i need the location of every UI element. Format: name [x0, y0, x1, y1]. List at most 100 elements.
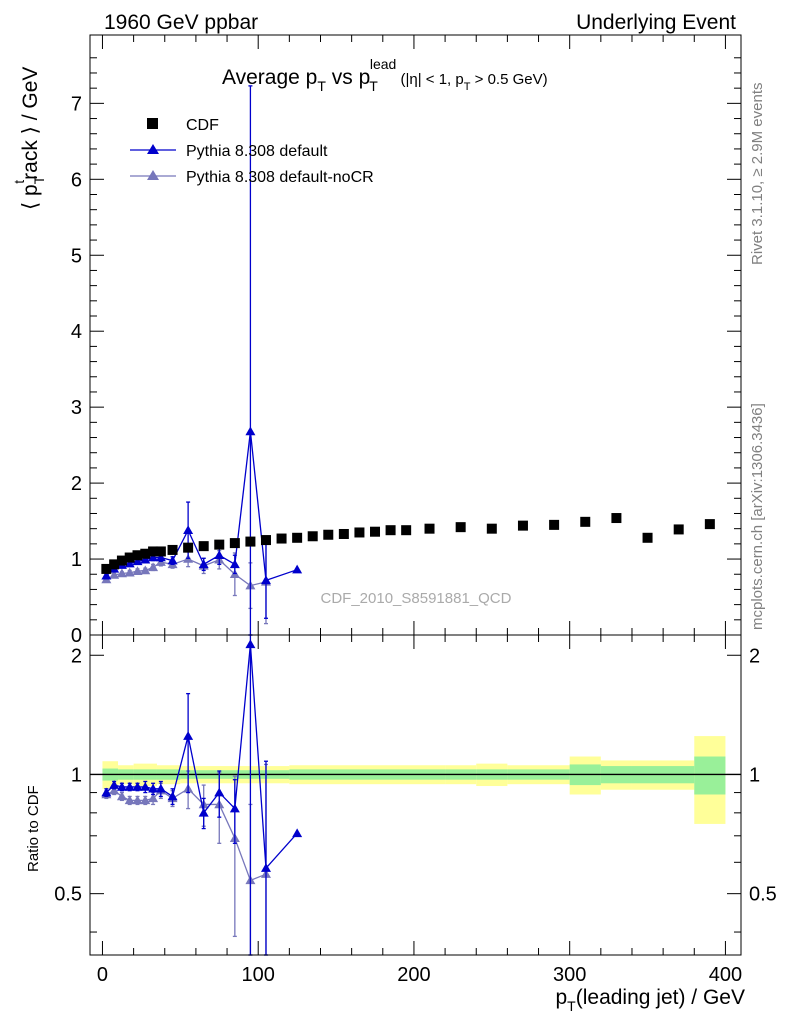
point-ratio-default — [229, 803, 240, 813]
y-tick-label-main: 1 — [71, 549, 82, 571]
point-main-cdf — [245, 536, 256, 547]
point-main-noCR — [132, 566, 143, 575]
y-tick-label-main: 2 — [71, 473, 82, 495]
legend-label-mc2: Pythia 8.308 default-noCR — [186, 169, 374, 186]
y-tick-label-ratio: 2 — [71, 645, 82, 667]
frame-ratio — [89, 634, 742, 956]
y-tick-label-main: 3 — [71, 397, 82, 419]
point-main-cdf — [338, 528, 349, 539]
point-main-default — [140, 554, 151, 564]
point-ratio-noCR — [140, 795, 151, 805]
point-ratio-noCR — [124, 795, 135, 805]
y-axis-label-ratio: Ratio to CDF — [25, 785, 42, 872]
x-tick-label: 100 — [242, 964, 275, 986]
y-axis-label-main: ⟨ pTtrack ⟩ / GeV — [11, 67, 47, 210]
point-ratio-default — [132, 781, 143, 791]
point-main-cdf — [455, 522, 466, 533]
point-main-default — [132, 556, 143, 566]
main-panel: CDF_2010_S8591881_QCD 0 1 2 3 4 5 6 7 Average p… — [11, 34, 742, 647]
band-inner — [694, 756, 726, 795]
point-main-default — [155, 552, 166, 562]
y-tick-label-ratio-right: 0.5 — [749, 884, 777, 906]
point-main-noCR — [148, 562, 159, 572]
chart-title: Average pT vs pTlead (|η| < 1, pT > 0.5 … — [222, 56, 548, 94]
point-ratio-default — [140, 781, 151, 791]
point-main-cdf — [354, 527, 365, 538]
point-ratio-default — [260, 863, 271, 872]
point-main-cdf — [486, 523, 497, 534]
point-main-cdf — [323, 529, 334, 540]
y-tick-label-main: 7 — [71, 93, 82, 115]
point-ratio-default — [101, 787, 112, 797]
point-main-default — [229, 559, 240, 569]
point-ratio-default — [116, 781, 127, 791]
point-main-cdf — [109, 559, 120, 570]
point-main-noCR — [109, 570, 120, 579]
point-ratio-default — [109, 780, 120, 789]
point-ratio-default — [198, 807, 209, 817]
line-ratio-default — [105, 644, 298, 870]
point-main-cdf — [229, 538, 240, 549]
point-ratio-noCR — [116, 791, 127, 801]
point-ratio-default — [148, 783, 159, 793]
point-main-cdf — [385, 525, 396, 536]
point-main-cdf — [611, 513, 622, 524]
point-main-cdf — [580, 516, 591, 527]
legend: CDF Pythia 8.308 default Pythia 8.308 de… — [130, 117, 374, 186]
point-ratio-noCR — [109, 785, 120, 795]
point-ratio-default — [214, 787, 225, 797]
point-main-noCR — [140, 565, 151, 575]
x-axis-label: pT(leading jet) / GeV — [555, 986, 745, 1014]
point-main-default — [198, 559, 209, 569]
point-main-cdf — [101, 563, 112, 574]
point-main-cdf — [549, 519, 560, 530]
point-main-noCR — [124, 567, 135, 577]
rivet-label: Rivet 3.1.10, ≥ 2.9M events — [749, 83, 766, 266]
point-main-default — [245, 426, 256, 436]
legend-marker-cdf — [147, 118, 158, 129]
point-main-cdf — [307, 531, 318, 542]
header-right: Underlying Event — [576, 11, 736, 34]
point-ratio-default — [167, 791, 178, 801]
y-tick-label-ratio-right: 2 — [749, 645, 760, 667]
point-main-cdf — [673, 524, 684, 535]
point-main-default — [260, 575, 271, 585]
point-main-cdf — [116, 555, 127, 566]
y-tick-label-main: 4 — [71, 321, 82, 343]
legend-label-mc1: Pythia 8.308 default — [186, 143, 328, 160]
y-tick-label-main: 0 — [71, 625, 82, 647]
point-main-default — [124, 558, 135, 568]
point-main-default — [214, 550, 225, 560]
point-ratio-default — [183, 731, 194, 740]
point-main-default — [101, 570, 112, 580]
point-ratio-noCR — [148, 793, 159, 803]
point-ratio-default — [292, 828, 303, 838]
point-main-cdf — [704, 519, 715, 530]
point-main-cdf — [276, 533, 287, 544]
point-main-cdf — [198, 541, 209, 552]
point-ratio-default — [155, 783, 166, 793]
y-tick-label-ratio: 1 — [71, 764, 82, 786]
ratio-panel: 0.5 0.5 1 1 2 2 0 100 200 300 400 Ratio to CDF pT(… — [25, 634, 777, 1014]
legend-marker-mc1 — [147, 144, 159, 154]
x-tick-label: 300 — [553, 964, 586, 986]
point-main-default — [292, 564, 303, 574]
x-tick-label: 200 — [397, 964, 430, 986]
point-main-default — [183, 525, 194, 534]
header-left: 1960 GeV ppbar — [104, 11, 258, 34]
y-tick-label-ratio: 0.5 — [54, 884, 82, 906]
point-main-cdf — [183, 542, 194, 553]
point-main-default — [167, 555, 178, 565]
x-tick-label: 400 — [709, 964, 742, 986]
point-main-cdf — [292, 532, 303, 543]
legend-label-cdf: CDF — [186, 117, 219, 134]
point-main-cdf — [517, 520, 528, 531]
point-main-cdf — [167, 544, 178, 555]
y-tick-label-main: 6 — [71, 169, 82, 191]
point-main-cdf — [260, 535, 271, 546]
point-main-cdf — [140, 548, 151, 559]
point-ratio-default — [245, 639, 256, 649]
y-tick-label-ratio-right: 1 — [749, 764, 760, 786]
point-main-cdf — [214, 539, 225, 550]
point-main-cdf — [370, 526, 381, 537]
